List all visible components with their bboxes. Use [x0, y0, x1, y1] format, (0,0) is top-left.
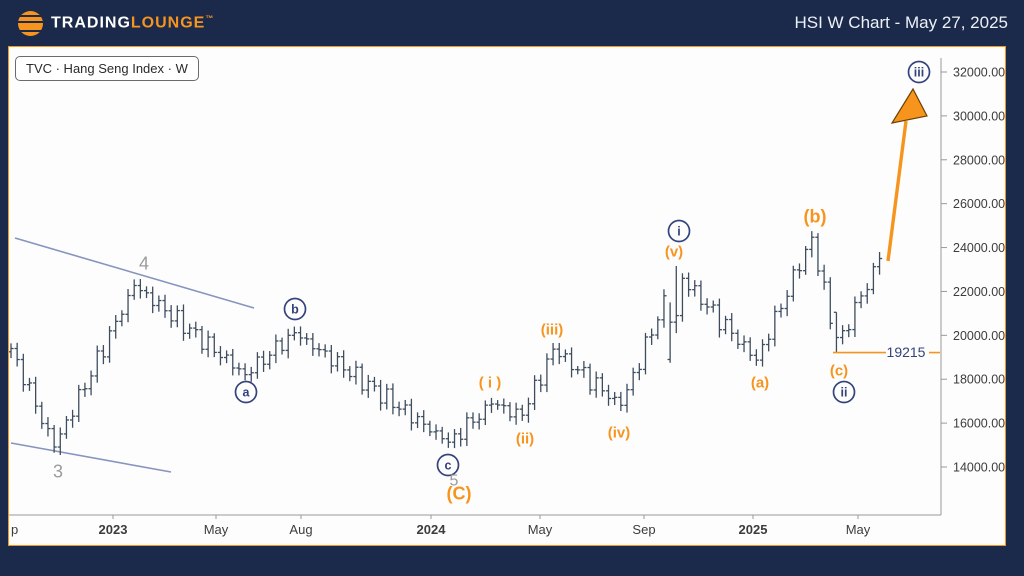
wave-label: ii: [841, 386, 848, 400]
y-axis-label: 14000.00: [953, 461, 1005, 475]
chart-panel: TVC · Hang Seng Index · W 32000.00 30000.…: [8, 46, 1006, 546]
wave-label: ( i ): [479, 374, 502, 391]
x-axis-label: Aug: [289, 522, 312, 537]
wave-label-circle: [436, 453, 460, 477]
x-axis-label: 2024: [417, 522, 447, 537]
x-axis-label: 2025: [739, 522, 768, 537]
wave-label: (C): [447, 483, 472, 503]
wave-label: iii: [914, 66, 924, 80]
logo-text-lounge: LOUNGE: [130, 14, 206, 32]
y-axis-label: 20000.00: [953, 329, 1005, 343]
wave-label: (iii): [541, 321, 564, 338]
x-axis-label: 2023: [99, 522, 128, 537]
symbol-timeframe-badge[interactable]: TVC · Hang Seng Index · W: [15, 56, 199, 81]
y-axis-label: 18000.00: [953, 373, 1005, 387]
trendline: [10, 442, 172, 473]
wave-label-circle: [907, 60, 931, 84]
wave-label-circle: [283, 297, 307, 321]
x-axis-label: p: [11, 522, 18, 537]
logo-text-trading: TRADING: [51, 14, 131, 32]
y-axis-label: 32000.00: [953, 66, 1005, 80]
wave-label: a: [243, 386, 251, 400]
wave-label-circle: [234, 380, 258, 404]
x-axis-label: Sep: [632, 522, 655, 537]
wave-label: (ii): [516, 430, 534, 447]
y-axis-label: 30000.00: [953, 109, 1005, 123]
y-axis-label: 22000.00: [953, 285, 1005, 299]
wave-label: (v): [665, 243, 683, 260]
wave-label: (a): [751, 374, 769, 391]
wave-label-circle: [832, 380, 856, 404]
projection-arrow-head: [890, 87, 928, 124]
wave-label: (c): [830, 362, 848, 379]
projection-arrow-shaft: [886, 120, 908, 262]
tradinglounge-logo-icon: [18, 10, 43, 36]
wave-label: i: [677, 225, 680, 239]
top-bar: TRADINGLOUNGE™ HSI W Chart - May 27, 202…: [0, 0, 1024, 46]
x-axis-label: May: [846, 522, 871, 537]
y-axis-label: 26000.00: [953, 197, 1005, 211]
wave-label: (iv): [608, 424, 631, 441]
y-axis-label: 28000.00: [953, 153, 1005, 167]
x-axis-label: May: [528, 522, 553, 537]
key-level-label: 19215: [887, 344, 926, 360]
wave-label-circle: [667, 219, 691, 243]
wave-label: 3: [53, 461, 63, 481]
trendline: [14, 237, 255, 309]
wave-label: 5: [450, 473, 459, 490]
x-axis-label: May: [204, 522, 229, 537]
tradinglounge-logo: TRADINGLOUNGE™: [18, 10, 213, 36]
price-chart-svg: 32000.00 30000.00 28000.00 26000.00 24000.00…: [9, 58, 1005, 537]
tradinglounge-logo-text: TRADINGLOUNGE™: [51, 14, 213, 32]
y-axis-label: 24000.00: [953, 241, 1005, 255]
y-axis-label: 16000.00: [953, 417, 1005, 431]
wave-label: (b): [804, 206, 827, 226]
logo-trademark: ™: [205, 13, 214, 23]
wave-label: c: [445, 459, 452, 473]
page-title: HSI W Chart - May 27, 2025: [794, 13, 1008, 32]
wave-label: b: [291, 303, 299, 317]
wave-label: 4: [139, 253, 149, 273]
